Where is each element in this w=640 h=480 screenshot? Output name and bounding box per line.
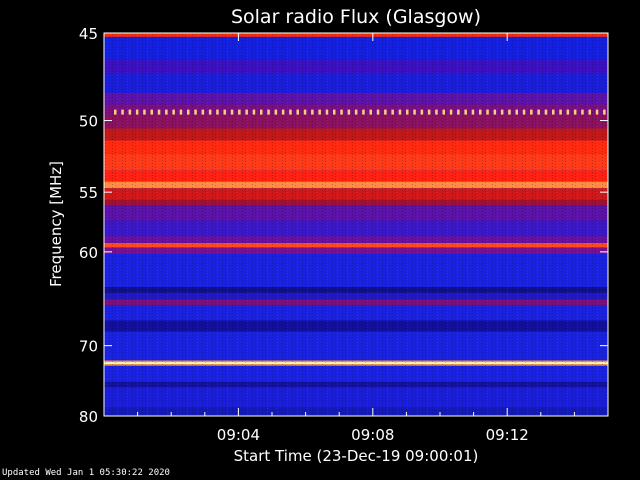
interference-dot	[603, 109, 606, 115]
interference-dot	[391, 109, 394, 115]
interference-dot	[201, 109, 205, 115]
y-tick-label: 70	[79, 338, 98, 356]
interference-dot	[333, 109, 336, 115]
interference-dot	[479, 109, 482, 115]
interference-dot	[530, 109, 533, 115]
interference-dot	[296, 109, 299, 115]
interference-dot	[537, 109, 540, 115]
interference-dot	[354, 109, 358, 115]
interference-dot	[143, 109, 146, 115]
interference-dot	[347, 109, 351, 115]
interference-dot	[252, 109, 256, 115]
interference-dot	[172, 109, 175, 115]
interference-dot	[522, 109, 526, 115]
interference-dot	[208, 109, 212, 115]
interference-dot	[581, 109, 584, 115]
interference-dot	[508, 109, 511, 115]
plot-frame	[103, 32, 609, 417]
interference-dot	[340, 109, 343, 115]
interference-dot	[398, 109, 402, 115]
interference-dot	[135, 109, 139, 115]
interference-dot	[406, 109, 409, 115]
interference-dot	[121, 109, 124, 115]
interference-dot	[486, 109, 489, 115]
y-tick-label: 60	[79, 244, 98, 262]
x-axis-label: Start Time (23-Dec-19 09:00:01)	[234, 447, 479, 465]
interference-dot	[552, 109, 555, 115]
noise-overlay	[104, 33, 608, 416]
x-tick-label: 09:04	[217, 426, 260, 444]
interference-dot	[457, 109, 460, 115]
interference-dot	[187, 109, 190, 115]
interference-dot	[420, 109, 424, 115]
interference-dot	[230, 109, 234, 115]
y-tick-label: 50	[79, 113, 98, 131]
interference-dot	[150, 109, 153, 115]
interference-dot	[449, 109, 453, 115]
y-axis-label: Frequency [MHz]	[47, 161, 65, 287]
interference-dot	[384, 109, 387, 115]
interference-dot	[325, 109, 329, 115]
interference-dot	[274, 109, 278, 115]
interference-dot	[245, 109, 248, 115]
interference-dot	[544, 109, 548, 115]
interference-dot	[413, 109, 416, 115]
interference-dot	[493, 109, 497, 115]
x-tick-label: 09:08	[351, 426, 394, 444]
y-tick-label: 80	[79, 408, 98, 426]
interference-dot	[267, 109, 270, 115]
interference-dot	[194, 109, 197, 115]
x-tick-label: 09:12	[486, 426, 529, 444]
interference-dot	[515, 109, 518, 115]
interference-dot	[157, 109, 161, 115]
interference-dot	[281, 109, 285, 115]
y-tick-label: 45	[79, 25, 98, 43]
interference-dot	[318, 109, 321, 115]
interference-dot	[369, 109, 372, 115]
interference-dot	[435, 109, 438, 115]
interference-dot	[165, 109, 168, 115]
interference-dot	[128, 109, 132, 115]
interference-dot	[471, 109, 475, 115]
interference-dot	[260, 109, 263, 115]
interference-dot	[114, 109, 117, 115]
interference-dot	[376, 109, 380, 115]
interference-dot	[464, 109, 467, 115]
interference-dot	[303, 109, 307, 115]
interference-dot	[500, 109, 504, 115]
interference-dot	[588, 109, 591, 115]
interference-dot	[311, 109, 314, 115]
chart-title: Solar radio Flux (Glasgow)	[231, 6, 481, 28]
interference-dot	[566, 109, 570, 115]
interference-dot	[559, 109, 562, 115]
interference-dot	[216, 109, 219, 115]
interference-dot	[362, 109, 365, 115]
dotted-interference-line	[114, 109, 606, 115]
interference-dot	[573, 109, 577, 115]
interference-dot	[442, 109, 445, 115]
updated-timestamp: Updated Wed Jan 1 05:30:22 2020	[2, 468, 170, 478]
interference-dot	[289, 109, 292, 115]
axes: 45 50 55 60 70 80 09:04 09:08 09:12	[79, 25, 609, 444]
interference-dot	[595, 109, 599, 115]
interference-dot	[238, 109, 241, 115]
interference-dot	[223, 109, 226, 115]
y-tick-label: 55	[79, 184, 98, 202]
interference-dot	[427, 109, 431, 115]
interference-dot	[179, 109, 183, 115]
